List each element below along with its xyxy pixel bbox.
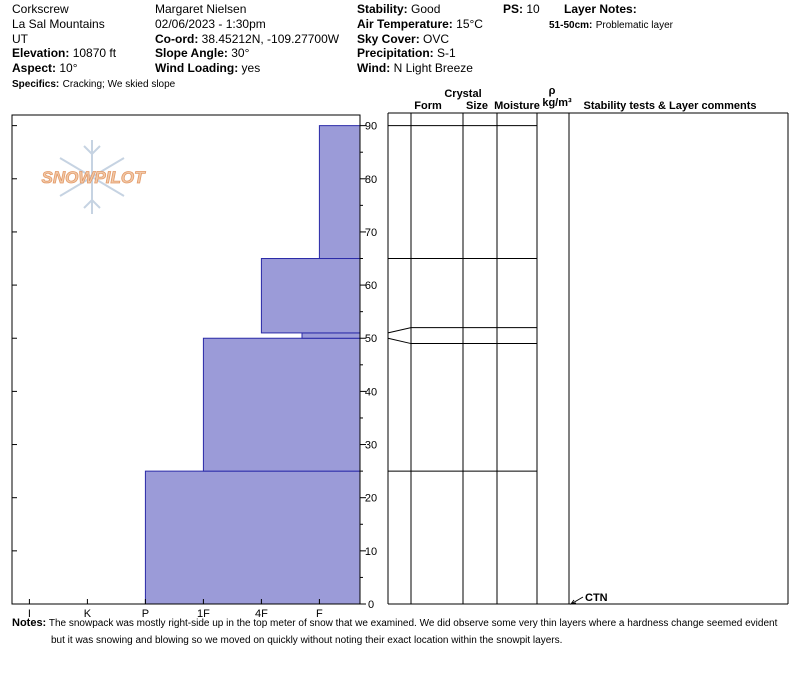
- field-label: Aspect:: [12, 61, 57, 76]
- field-value: Cracking; We skied slope: [62, 79, 176, 90]
- field-label: Elevation:: [12, 46, 70, 61]
- header-field: Stability: Good: [357, 2, 440, 16]
- field-value: 38.45212N, -109.27700W: [201, 31, 340, 46]
- logo-text: SNOWPILOT: [42, 168, 147, 187]
- depth-tick-label: 80: [365, 174, 377, 186]
- hardness-layer: [301, 332, 361, 339]
- table-header: Crystal: [444, 88, 481, 100]
- table-header: Size: [466, 100, 488, 112]
- field-label: Specifics:: [12, 79, 60, 90]
- depth-tick-label: 20: [365, 493, 377, 505]
- field-value: 15°C: [456, 16, 483, 31]
- depth-tick-label: 0: [368, 599, 374, 611]
- hardness-layer: [318, 125, 361, 260]
- header-field: Air Temperature: 15°C: [357, 17, 483, 31]
- header-field: Corkscrew: [12, 2, 69, 16]
- header-field: Sky Cover: OVC: [357, 32, 449, 46]
- depth-tick-label: 90: [365, 121, 377, 133]
- depth-tick-label: 30: [365, 440, 377, 452]
- layer-boundary: [387, 337, 537, 345]
- header-text: Corkscrew: [12, 2, 69, 16]
- field-label: 51-50cm:: [549, 19, 593, 31]
- header-field: Margaret Nielsen: [155, 2, 246, 16]
- table-header: Form: [414, 100, 442, 112]
- hardness-tick-label: F: [316, 608, 323, 620]
- header-field: PS: 10: [503, 2, 540, 16]
- hardness-tick-label: P: [142, 608, 149, 620]
- header-field: 51-50cm: Problematic layer: [549, 17, 673, 31]
- field-value: S-1: [437, 46, 456, 61]
- field-value: 30°: [231, 46, 250, 61]
- field-label: Wind Loading:: [155, 61, 239, 76]
- field-value: Good: [411, 2, 441, 16]
- hardness-tick-label: I: [28, 608, 31, 620]
- header-field: Aspect: 10°: [12, 61, 78, 75]
- test-label: CTN: [585, 592, 608, 604]
- header-field: Elevation: 10870 ft: [12, 46, 116, 60]
- header-field: 02/06/2023 - 1:30pm: [155, 17, 266, 31]
- field-value: 10: [526, 2, 540, 16]
- hardness-tick-label: K: [84, 608, 92, 620]
- header-field: Co-ord: 38.45212N, -109.27700W: [155, 32, 339, 46]
- table-header: ρ: [549, 85, 556, 97]
- header-text: Margaret Nielsen: [155, 2, 247, 16]
- hardness-layer: [260, 258, 361, 334]
- field-label: Co-ord:: [155, 31, 199, 46]
- field-value: 10°: [59, 61, 78, 76]
- field-label: Precipitation:: [357, 46, 434, 61]
- header-field: Wind Loading: yes: [155, 61, 260, 75]
- field-value: N Light Breeze: [393, 61, 473, 76]
- notes-label: Notes:: [12, 617, 47, 629]
- header-text: La Sal Mountains: [12, 16, 105, 31]
- notes-text: The snowpack was mostly right-side up in…: [48, 618, 778, 646]
- logo: [59, 140, 125, 214]
- depth-tick-label: 70: [365, 227, 377, 239]
- header-field: La Sal Mountains: [12, 17, 105, 31]
- field-label: Sky Cover:: [357, 31, 420, 46]
- test-arrowhead: [569, 599, 577, 605]
- header-field: Specifics: Cracking; We skied slope: [12, 76, 175, 90]
- field-label: Stability:: [357, 2, 408, 16]
- table-header: Stability tests & Layer comments: [583, 100, 756, 112]
- hardness-tick-label: 4F: [255, 608, 268, 620]
- header-field: Wind: N Light Breeze: [357, 61, 473, 75]
- hardness-layer: [144, 470, 361, 605]
- field-value: yes: [241, 61, 261, 76]
- notes: Notes: The snowpack was mostly right-sid…: [12, 615, 790, 649]
- field-value: OVC: [423, 31, 450, 46]
- test-arrow: [570, 596, 584, 605]
- table-header: kg/m³: [542, 97, 572, 109]
- hardness-tick-label: 1F: [197, 608, 210, 620]
- header-field: Slope Angle: 30°: [155, 46, 249, 60]
- depth-tick-label: 10: [365, 546, 377, 558]
- hardness-layer: [202, 337, 361, 472]
- header-text: 02/06/2023 - 1:30pm: [155, 16, 266, 31]
- layer-boundary: [387, 327, 537, 334]
- field-label: PS:: [503, 2, 524, 16]
- field-label: Layer Notes:: [564, 2, 637, 16]
- depth-tick-label: 60: [365, 280, 377, 292]
- table-header: Moisture: [494, 100, 540, 112]
- field-label: Air Temperature:: [357, 16, 453, 31]
- plot-frame: [11, 114, 361, 605]
- header-field: UT: [12, 32, 28, 46]
- field-label: Wind:: [357, 61, 391, 76]
- field-value: Problematic layer: [595, 19, 673, 31]
- depth-tick-label: 40: [365, 386, 377, 398]
- field-value: 10870 ft: [72, 46, 117, 61]
- header-text: UT: [12, 31, 28, 46]
- header-field: Precipitation: S-1: [357, 46, 456, 60]
- depth-tick-label: 50: [365, 333, 377, 345]
- field-label: Slope Angle:: [155, 46, 228, 61]
- header-field: Layer Notes:: [564, 2, 637, 16]
